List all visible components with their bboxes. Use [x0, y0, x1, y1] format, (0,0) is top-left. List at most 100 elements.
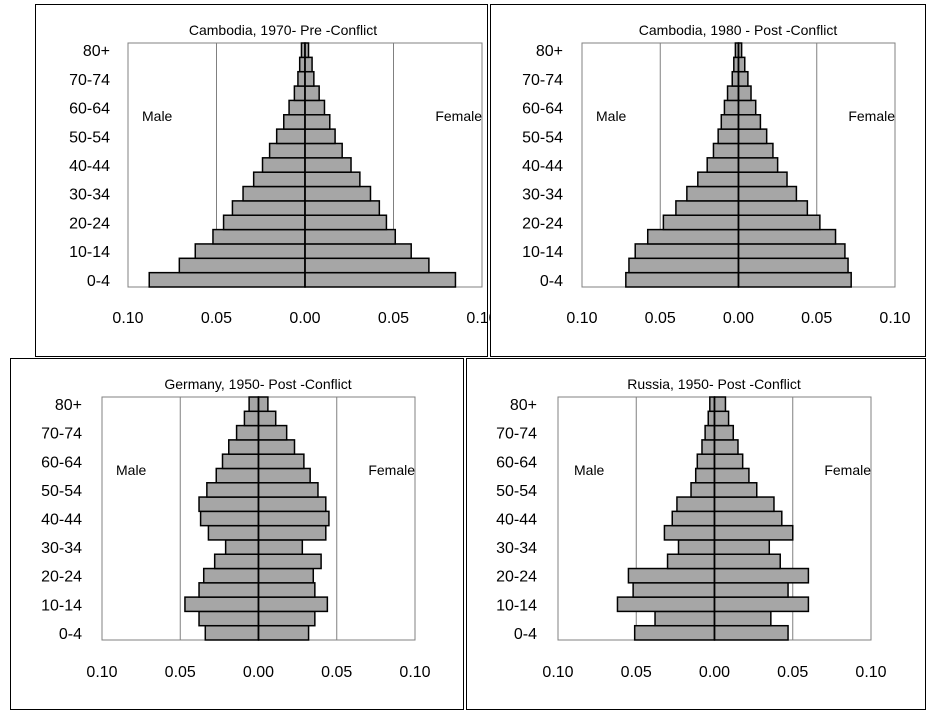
y-tick-label: 70-74: [69, 72, 110, 89]
male-bar: [298, 56, 306, 73]
female-bar: [713, 410, 730, 427]
male-bar: [632, 582, 716, 598]
female-bar: [257, 567, 315, 584]
female-bar: [713, 596, 810, 613]
male-bar: [677, 539, 716, 555]
female-bar: [304, 185, 372, 202]
male-bar: [625, 271, 740, 288]
male-bar: [663, 524, 716, 541]
female-bar: [304, 228, 397, 245]
female-label: Female: [848, 108, 895, 124]
female-bar: [304, 56, 313, 73]
y-tick-label: 20-24: [41, 569, 82, 586]
pyramid-panel-cambodia-1970: Cambodia, 1970- Pre -Conflict 0-4 10-14 20-…: [35, 4, 498, 357]
female-bar: [737, 200, 809, 216]
x-tick-label: 0.10: [566, 310, 597, 327]
female-bar: [257, 610, 316, 627]
pyramid-panel-cambodia-1980: Cambodia, 1980 - Post -Conflict 0-4 10-14 2…: [490, 4, 926, 357]
y-tick-label: 10-14: [496, 597, 537, 614]
male-label: Male: [574, 462, 605, 478]
male-bar: [222, 214, 306, 231]
x-tick-label: 0.10: [112, 310, 143, 327]
female-bar: [713, 510, 783, 527]
male-bar: [686, 185, 740, 202]
x-tick-label: 0.05: [165, 664, 196, 681]
male-bar: [694, 467, 716, 484]
chart-title: Cambodia, 1980 - Post -Conflict: [639, 22, 838, 38]
female-bar: [713, 453, 744, 470]
female-bar: [257, 467, 311, 484]
x-tick-label: 0.10: [879, 310, 910, 327]
male-bar: [213, 553, 260, 570]
female-bar: [257, 596, 329, 613]
female-bar: [304, 243, 412, 260]
female-bar: [713, 539, 771, 555]
male-bar: [198, 582, 260, 598]
y-tick-label: 70-74: [496, 426, 537, 443]
male-bar: [248, 396, 260, 413]
male-bar: [726, 85, 740, 102]
female-bar: [737, 157, 779, 173]
female-bar: [304, 171, 361, 188]
female-bar: [737, 171, 788, 188]
female-bar: [737, 243, 846, 260]
female-bar: [737, 56, 746, 73]
y-tick-label: 60-64: [496, 454, 537, 471]
y-tick-label: 30-34: [496, 540, 537, 557]
male-bar: [235, 424, 260, 441]
female-bar: [304, 128, 336, 145]
male-bar: [202, 567, 260, 584]
pyramid-panel-russia-1950: Russia, 1950- Post -Conflict 0-4 10-14 20-2…: [466, 358, 926, 710]
female-bar: [713, 482, 758, 498]
female-bar: [257, 582, 316, 598]
x-tick-label: 0.10: [855, 664, 886, 681]
female-bar: [737, 128, 768, 145]
pyramid-chart-russia-1950: Russia, 1950- Post -Conflict 0-4 10-14 20-2…: [496, 376, 887, 681]
pyramid-chart-cambodia-1970: Cambodia, 1970- Pre -Conflict 0-4 10-14 20-…: [69, 22, 498, 327]
x-tick-label: 0.10: [542, 664, 573, 681]
y-tick-label: 80+: [510, 397, 537, 414]
y-tick-label: 0-4: [87, 273, 110, 290]
y-tick-label: 50-54: [496, 483, 537, 500]
female-bar: [304, 214, 388, 231]
female-bar: [257, 539, 304, 555]
female-bar: [737, 257, 849, 274]
female-bar: [257, 510, 330, 527]
female-bar: [257, 524, 327, 541]
male-bar: [242, 185, 306, 202]
y-tick-label: 70-74: [522, 72, 563, 89]
male-bar: [194, 243, 306, 260]
female-bar: [737, 185, 798, 202]
y-tick-label: 60-64: [41, 454, 82, 471]
male-bar: [206, 482, 260, 498]
male-bar: [662, 214, 740, 231]
male-bar: [288, 99, 306, 116]
x-tick-label: 0.05: [321, 664, 352, 681]
male-bar: [696, 453, 716, 470]
y-tick-label: 20-24: [496, 569, 537, 586]
y-tick-label: 10-14: [69, 244, 110, 261]
male-bar: [701, 439, 716, 455]
y-tick-label: 0-4: [514, 626, 537, 643]
female-bar: [304, 99, 326, 116]
male-bar: [275, 128, 306, 145]
y-tick-label: 10-14: [41, 597, 82, 614]
male-bar: [654, 610, 716, 627]
male-bar: [675, 200, 740, 216]
male-bar: [283, 114, 306, 130]
x-tick-label: 0.05: [378, 310, 409, 327]
male-bar: [198, 610, 260, 627]
male-bar: [212, 228, 306, 245]
female-bar: [713, 553, 781, 570]
x-tick-label: 0.05: [777, 664, 808, 681]
male-bar: [268, 142, 306, 159]
female-bar: [257, 624, 310, 641]
female-bar: [737, 70, 749, 87]
male-bar: [231, 200, 306, 216]
male-bar: [204, 624, 260, 641]
male-bar: [720, 114, 740, 130]
pyramid-chart-germany-1950: Germany, 1950- Post -Conflict 0-4 10-14 20-…: [41, 376, 431, 681]
female-bar: [304, 157, 352, 173]
y-tick-label: 40-44: [69, 158, 110, 175]
x-tick-label: 0.00: [699, 664, 730, 681]
